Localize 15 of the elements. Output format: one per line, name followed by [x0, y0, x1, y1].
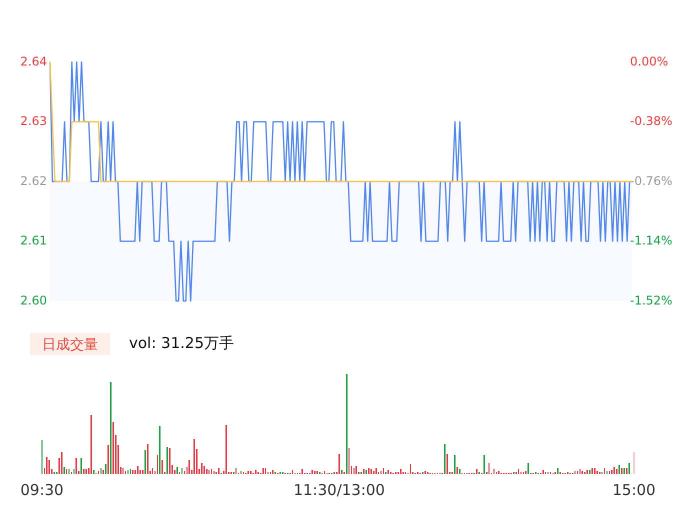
chart-subtitle: vol: 31.25万手	[129, 334, 234, 352]
y-tick-label: 2.61	[20, 234, 47, 248]
y-tick-label: 2.64	[20, 54, 47, 68]
y-tick-label: 2.60	[20, 293, 47, 308]
y2-tick-label: -0.38%	[630, 114, 672, 128]
y2-tick-label: -1.52%	[630, 293, 672, 308]
y2-tick-label: -1.14%	[630, 234, 672, 248]
x-tick-label: 11:30/13:00	[293, 481, 385, 499]
x-tick-label: 09:30	[20, 481, 64, 499]
y2-tick-label: -0.76%	[630, 174, 672, 188]
chart-title: 日成交量	[42, 337, 98, 353]
y-tick-label: 2.63	[20, 114, 47, 128]
y2-tick-label: 0.00%	[630, 54, 668, 68]
x-tick-label: 15:00	[612, 481, 656, 499]
y-tick-label: 2.62	[20, 174, 47, 188]
